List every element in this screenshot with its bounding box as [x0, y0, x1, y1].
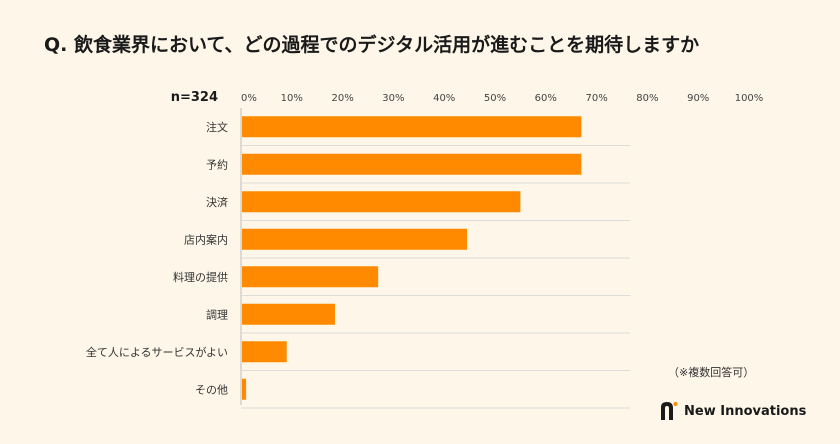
x-tick-label: 90%: [687, 93, 709, 104]
x-tick-label: 40%: [433, 93, 455, 104]
x-axis-ticks: 0% 10% 20% 30% 40% 50% 60% 70% 80% 90% 100%: [241, 93, 763, 104]
category-label: 店内案内: [184, 232, 228, 246]
gridlines: [240, 108, 630, 409]
brand-name: New Innovations: [684, 403, 807, 419]
x-tick-label: 70%: [585, 93, 607, 104]
bar: [242, 341, 287, 363]
x-tick-label: 80%: [636, 93, 658, 104]
x-tick-label: 20%: [331, 93, 353, 104]
category-label: 予約: [206, 157, 228, 171]
sample-size-label: n=324: [171, 90, 218, 105]
category-label: 注文: [206, 120, 228, 134]
category-label: 全て人によるサービスがよい: [86, 345, 228, 359]
multiple-answer-note: （※複数回答可）: [668, 366, 755, 379]
category-label: その他: [195, 383, 228, 396]
category-label: 料理の提供: [173, 270, 228, 284]
bars: [242, 116, 582, 400]
x-tick-label: 100%: [735, 93, 764, 104]
x-tick-label: 10%: [281, 93, 303, 104]
bar: [242, 191, 521, 213]
x-tick-label: 50%: [484, 93, 506, 104]
x-tick-label: 30%: [382, 93, 404, 104]
bar: [242, 378, 247, 400]
category-label: 決済: [206, 195, 228, 209]
category-label: 調理: [206, 307, 228, 321]
bar: [242, 303, 335, 325]
x-tick-label: 60%: [535, 93, 557, 104]
new-innovations-logo-icon: [661, 402, 678, 420]
x-tick-label: 0%: [241, 93, 257, 104]
brand-logo: New Innovations: [660, 401, 806, 421]
bar: [242, 266, 379, 288]
bar: [242, 228, 468, 250]
chart-title: Q. 飲食業界において、どの過程でのデジタル活用が進むことを期待しますか: [44, 34, 700, 56]
bar: [242, 116, 582, 138]
bar: [242, 153, 582, 175]
